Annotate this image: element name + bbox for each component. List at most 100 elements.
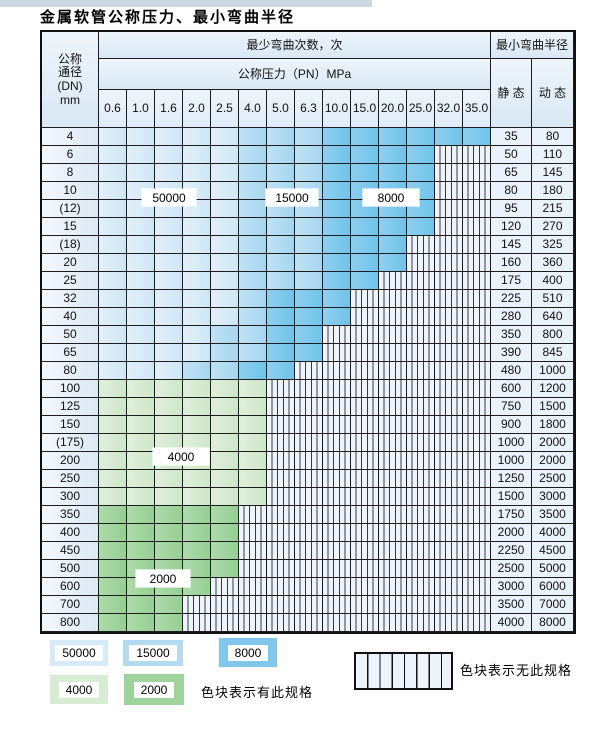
zone-label-50000: 50000 [142,189,196,206]
zone-cell-无此规格 [267,614,295,632]
zone-cell-4000 [183,488,211,506]
zone-cell-无此规格 [463,308,491,326]
zone-cell-2000 [99,614,127,632]
zone-cell-无此规格 [407,254,435,272]
zone-cell-无此规格 [463,578,491,596]
zone-cell-无此规格 [323,596,351,614]
zone-cell-无此规格 [323,362,351,380]
zone-cell-15000 [295,164,323,182]
zone-cell-无此规格 [435,398,463,416]
zone-cell-15000 [267,236,295,254]
zone-cell-4000 [127,488,155,506]
zone-cell-50000 [155,272,183,290]
legend-swatch-8000: 8000 [219,638,277,667]
zone-cell-无此规格 [239,596,267,614]
zone-cell-无此规格 [351,344,379,362]
zone-cell-无此规格 [351,542,379,560]
zone-cell-无此规格 [407,452,435,470]
zone-cell-2000 [183,524,211,542]
zone-cell-50000 [183,344,211,362]
zone-cell-8000 [267,362,295,380]
zone-cell-8000 [379,128,407,146]
zone-cell-8000 [379,254,407,272]
dynamic-value: 2500 [532,470,574,488]
zone-cell-无此规格 [463,488,491,506]
zone-label-4000: 4000 [153,448,209,465]
legend-swatch-15000-label: 15000 [129,645,177,661]
zone-cell-8000 [351,164,379,182]
zone-cell-50000 [155,254,183,272]
dynamic-value: 1500 [532,398,574,416]
zone-cell-4000 [183,416,211,434]
dynamic-column-header: 动 态 [532,59,574,128]
dynamic-value: 145 [532,164,574,182]
zone-cell-无此规格 [463,506,491,524]
static-value: 80 [491,182,532,200]
dynamic-value: 215 [532,200,574,218]
dynamic-value: 110 [532,146,574,164]
zone-cell-4000 [99,398,127,416]
zone-cell-无此规格 [407,542,435,560]
zone-cell-无此规格 [407,326,435,344]
zone-cell-无此规格 [407,470,435,488]
zone-cell-无此规格 [435,362,463,380]
zone-cell-8000 [267,344,295,362]
zone-cell-2000 [183,506,211,524]
zone-cell-无此规格 [239,578,267,596]
zone-cell-无此规格 [351,326,379,344]
zone-cell-8000 [351,128,379,146]
dn-label: 200 [42,452,99,470]
zone-cell-无此规格 [379,344,407,362]
zone-cell-50000 [127,128,155,146]
zone-cell-15000 [295,236,323,254]
pressure-tick: 15.0 [351,90,379,128]
zone-cell-2000 [183,542,211,560]
dynamic-value: 640 [532,308,574,326]
zone-cell-无此规格 [351,452,379,470]
zone-cell-无此规格 [239,506,267,524]
zone-cell-无此规格 [323,380,351,398]
zone-cell-50000 [127,236,155,254]
dn-label: 6 [42,146,99,164]
dn-label: 250 [42,470,99,488]
zone-cell-无此规格 [463,524,491,542]
dynamic-value: 4000 [532,524,574,542]
zone-cell-4000 [211,434,239,452]
zone-cell-50000 [211,308,239,326]
zone-cell-无此规格 [323,524,351,542]
zone-cell-15000 [211,326,239,344]
static-value: 2250 [491,542,532,560]
zone-cell-无此规格 [463,560,491,578]
zone-cell-50000 [211,254,239,272]
zone-cell-无此规格 [379,308,407,326]
zone-cell-8000 [407,146,435,164]
zone-cell-8000 [295,326,323,344]
zone-cell-15000 [239,326,267,344]
zone-cell-8000 [407,128,435,146]
zone-cell-8000 [351,272,379,290]
nominal-pressure-header: 公称压力（PN）MPa [99,59,491,90]
zone-cell-4000 [183,380,211,398]
zone-cell-无此规格 [407,488,435,506]
zone-cell-15000 [239,164,267,182]
zone-cell-无此规格 [463,614,491,632]
zone-cell-无此规格 [379,578,407,596]
zone-cell-15000 [239,146,267,164]
static-value: 480 [491,362,532,380]
zone-cell-无此规格 [407,290,435,308]
zone-cell-无此规格 [379,416,407,434]
dn-header-line4: mm [60,92,80,107]
dn-label: 50 [42,326,99,344]
zone-cell-4000 [99,452,127,470]
zone-cell-无此规格 [295,614,323,632]
zone-cell-8000 [407,164,435,182]
zone-cell-50000 [99,200,127,218]
zone-cell-2000 [155,614,183,632]
zone-cell-无此规格 [295,596,323,614]
zone-cell-50000 [183,272,211,290]
zone-cell-无此规格 [239,542,267,560]
zone-cell-8000 [267,308,295,326]
zone-cell-无此规格 [267,380,295,398]
zone-cell-15000 [267,218,295,236]
